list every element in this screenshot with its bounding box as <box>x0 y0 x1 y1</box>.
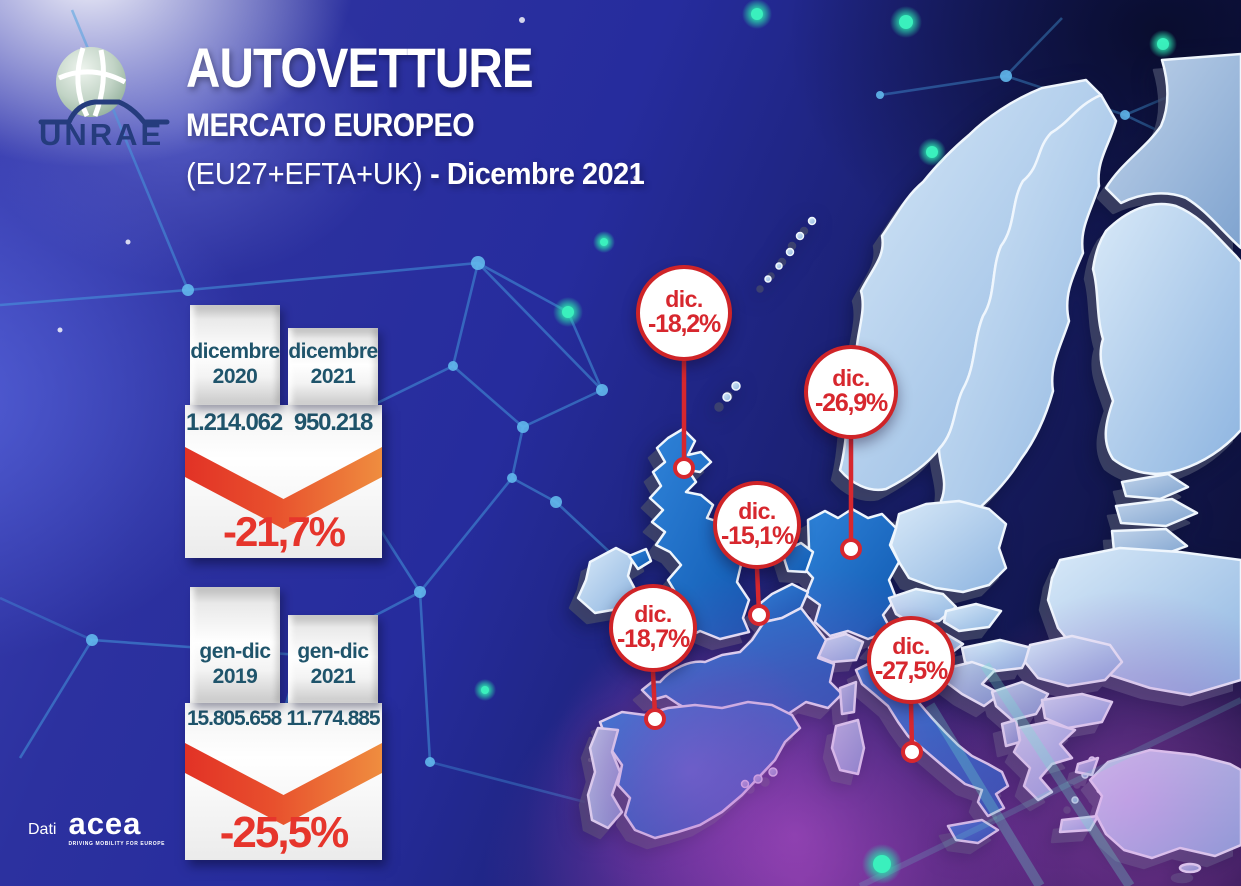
country-albania <box>1000 718 1022 748</box>
country-estonia <box>1120 472 1190 501</box>
callout-dot-uk <box>673 457 695 479</box>
island-sicily <box>946 818 1000 845</box>
acea-logo: acea DRIVING MOBILITY FOR EUROPE <box>68 806 166 847</box>
period-scope: (EU27+EFTA+UK) <box>186 156 423 191</box>
country-sweden <box>937 93 1118 520</box>
islands-lofoten <box>764 216 817 283</box>
country-poland <box>889 499 1008 594</box>
tab-year-label: 2021 <box>310 364 356 388</box>
stat-tab-dicembre-2021: dicembre 2021 <box>288 328 378 405</box>
country-greece <box>1012 720 1077 802</box>
callout-dot-germany <box>840 538 862 560</box>
callout-uk: dic. -18,2% <box>636 265 732 361</box>
callout-value: -26,9% <box>814 389 888 418</box>
unrae-logo: UNRAE <box>25 36 175 148</box>
country-denmark <box>920 502 961 548</box>
callout-dot-spain <box>644 708 666 730</box>
acea-logo-text: acea <box>68 806 142 841</box>
island-crete <box>1058 814 1100 834</box>
country-russia-north <box>1104 52 1241 250</box>
tab-year-label: 2021 <box>310 664 356 688</box>
country-germany <box>799 507 901 641</box>
country-finland <box>1091 202 1241 476</box>
islands-aegean <box>1071 756 1104 804</box>
callout-belgium: dic. -15,1% <box>713 481 801 569</box>
acea-tagline: DRIVING MOBILITY FOR EUROPE <box>68 840 166 847</box>
callout-label: dic. <box>665 286 703 313</box>
stat-value-2021: 950.218 <box>293 409 374 436</box>
country-turkey <box>1088 748 1241 860</box>
callout-line-spain <box>650 668 658 719</box>
country-portugal <box>586 726 624 830</box>
island-cyprus <box>1178 862 1202 874</box>
country-romania <box>1023 634 1124 688</box>
callout-value: -27,5% <box>874 657 948 686</box>
stat-box-gen-dic: 15.805.658 11.774.885 -25,5% gen-dic 201… <box>185 587 382 860</box>
unrae-logo-text: UNRAE <box>39 117 164 148</box>
tab-year-label: 2020 <box>212 364 258 388</box>
callout-italy: dic. -27,5% <box>867 616 955 704</box>
stat-value-2020: 1.214.062 <box>186 409 283 436</box>
title-block: AUTOVETTURE MERCATO EUROPEO (EU27+EFTA+U… <box>186 40 679 192</box>
island-denmark <box>962 531 984 547</box>
tab-period-label: gen-dic <box>199 639 271 663</box>
callout-value: -15,1% <box>720 522 794 551</box>
glow-dots-bottom <box>862 138 946 884</box>
page-title: AUTOVETTURE <box>186 36 534 99</box>
country-belgium <box>750 582 810 624</box>
data-source-footer: Dati acea DRIVING MOBILITY FOR EUROPE <box>28 806 166 847</box>
stat-tab-dicembre-2020: dicembre 2020 <box>190 305 280 405</box>
country-latvia <box>1114 497 1199 528</box>
stat-value-2019: 15.805.658 <box>186 707 282 730</box>
callout-label: dic. <box>832 365 870 392</box>
country-lithuania <box>1110 527 1189 561</box>
island-sardinia <box>830 718 866 776</box>
globe-icon <box>56 47 126 117</box>
callout-value: -18,7% <box>616 625 690 654</box>
country-spain <box>598 700 802 840</box>
callout-value: -18,2% <box>647 310 721 339</box>
callout-spain: dic. -18,7% <box>609 584 697 672</box>
stat-tab-gendic-2019: gen-dic 2019 <box>190 587 280 703</box>
page-subtitle: MERCATO EUROPEO <box>186 107 475 143</box>
callout-label: dic. <box>738 498 776 525</box>
page-period: (EU27+EFTA+UK) - Dicembre 2021 <box>186 156 645 192</box>
callout-dot-belgium <box>748 604 770 626</box>
callout-line-belgium <box>754 565 762 616</box>
stat-tab-gendic-2021: gen-dic 2021 <box>288 615 378 703</box>
country-switzerland <box>813 632 865 664</box>
tab-period-label: dicembre <box>190 339 280 363</box>
country-northern-ireland <box>627 547 653 571</box>
callout-germany: dic. -26,9% <box>804 345 898 439</box>
island-corsica <box>838 680 858 716</box>
callout-label: dic. <box>892 633 930 660</box>
callout-dot-italy <box>901 741 923 763</box>
period-date: - Dicembre 2021 <box>423 156 645 191</box>
callout-label: dic. <box>634 601 672 628</box>
unrae-logo-graphic: UNRAE <box>38 47 170 148</box>
stat-value-2021: 11.774.885 <box>286 707 381 730</box>
period-date-text: - Dicembre 2021 <box>430 156 645 191</box>
callout-line-italy <box>908 700 915 752</box>
islands-shetland <box>722 381 741 402</box>
country-ukraine-belarus <box>1046 546 1241 697</box>
country-turkey-west <box>1074 756 1100 777</box>
tab-year-label: 2019 <box>212 664 258 688</box>
country-bulgaria <box>1040 692 1114 730</box>
source-prefix: Dati <box>28 821 57 838</box>
stat-change-percent: -21,7% <box>222 508 346 555</box>
country-serbia <box>990 680 1050 722</box>
country-hungary <box>960 638 1034 674</box>
stat-panel: 1.214.062 950.218 -21,7% <box>185 405 382 558</box>
tab-period-label: gen-dic <box>297 639 369 663</box>
tab-period-label: dicembre <box>288 339 378 363</box>
islands-balearic <box>740 767 778 789</box>
stat-box-december: 1.214.062 950.218 -21,7% dicembre 2020 d… <box>185 305 382 558</box>
stat-change-percent: -25,5% <box>219 808 349 857</box>
country-slovakia <box>942 602 1003 633</box>
stat-panel: 15.805.658 11.774.885 -25,5% <box>185 703 382 860</box>
